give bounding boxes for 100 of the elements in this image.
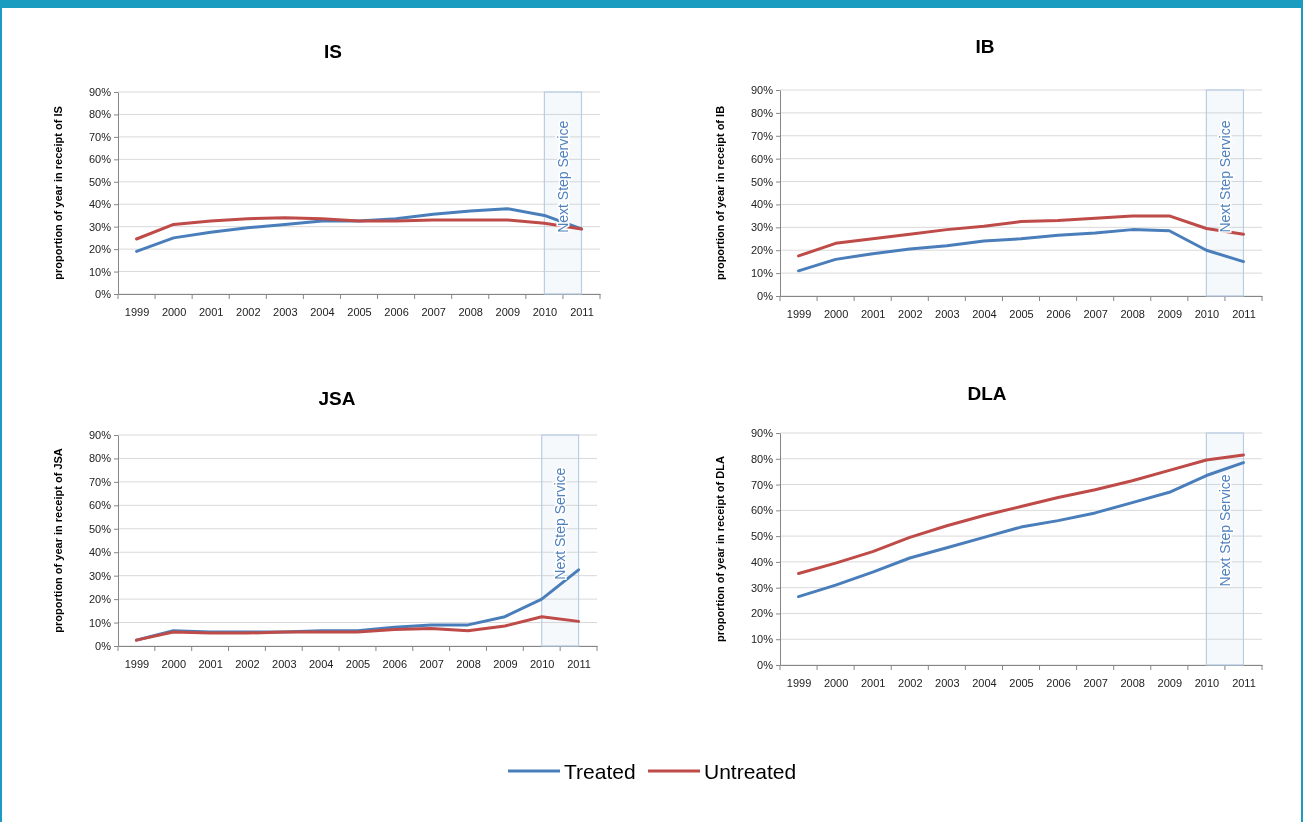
band-label: Next Step Service bbox=[1216, 120, 1233, 233]
x-tick-label: 2003 bbox=[273, 305, 298, 318]
x-tick-label: 2011 bbox=[567, 657, 591, 670]
chart-title: IS bbox=[324, 41, 342, 62]
y-tick-label: 40% bbox=[750, 555, 774, 568]
y-tick-label: 90% bbox=[750, 84, 774, 97]
x-tick-label: 2007 bbox=[421, 305, 446, 318]
x-tick-label: 2006 bbox=[1046, 307, 1071, 320]
x-tick-label: 2005 bbox=[345, 657, 371, 670]
y-tick-label: 90% bbox=[88, 429, 112, 442]
x-tick-label: 2008 bbox=[458, 305, 483, 318]
y-tick-label: 50% bbox=[88, 522, 112, 535]
x-tick-label: 2001 bbox=[198, 657, 223, 670]
y-tick-label: 60% bbox=[750, 152, 774, 165]
x-tick-label: 2006 bbox=[384, 305, 409, 318]
y-tick-label: 20% bbox=[88, 243, 112, 256]
y-axis-title: proportion of year in receipt of JSA bbox=[52, 448, 64, 633]
y-tick-label: 50% bbox=[750, 175, 774, 188]
x-tick-label: 2001 bbox=[198, 305, 224, 318]
y-tick-label: 90% bbox=[750, 427, 774, 440]
y-tick-label: 40% bbox=[88, 198, 112, 211]
chart-title: IB bbox=[975, 36, 995, 57]
x-tick-label: 2001 bbox=[860, 307, 886, 320]
x-tick-label: 2000 bbox=[823, 676, 849, 689]
y-tick-label: 30% bbox=[750, 581, 774, 594]
x-tick-label: 2002 bbox=[236, 305, 261, 318]
x-tick-label: 2011 bbox=[1232, 307, 1256, 320]
x-tick-label: 2005 bbox=[1009, 307, 1034, 320]
x-tick-label: 2010 bbox=[532, 305, 558, 318]
y-tick-label: 20% bbox=[750, 607, 774, 620]
chart-title: JSA bbox=[318, 388, 356, 409]
x-tick-label: 2004 bbox=[972, 307, 997, 320]
band-label: Next Step Service bbox=[1216, 474, 1233, 587]
y-tick-label: 40% bbox=[88, 546, 112, 559]
x-tick-label: 1999 bbox=[786, 676, 812, 689]
x-tick-label: 2000 bbox=[161, 657, 187, 670]
legend-label: Treated bbox=[564, 760, 636, 783]
y-tick-label: 70% bbox=[750, 129, 774, 142]
legend-label: Untreated bbox=[704, 760, 797, 783]
band-label: Next Step Service bbox=[554, 120, 571, 233]
x-tick-label: 1999 bbox=[124, 657, 150, 670]
y-axis-title: proportion of year in receipt of IB bbox=[714, 105, 726, 281]
y-tick-label: 20% bbox=[750, 244, 774, 257]
y-axis-title: proportion of year in receipt of IS bbox=[52, 106, 64, 280]
y-tick-label: 80% bbox=[750, 452, 774, 465]
x-tick-label: 2004 bbox=[308, 657, 334, 670]
x-tick-label: 2002 bbox=[898, 676, 923, 689]
x-tick-label: 2009 bbox=[1157, 676, 1183, 689]
y-tick-label: 10% bbox=[750, 267, 774, 280]
y-tick-label: 0% bbox=[95, 288, 112, 301]
y-tick-label: 0% bbox=[757, 659, 774, 672]
x-tick-label: 2001 bbox=[860, 676, 886, 689]
y-tick-label: 70% bbox=[750, 478, 774, 491]
x-tick-label: 2006 bbox=[382, 657, 408, 670]
y-tick-label: 80% bbox=[750, 106, 774, 119]
line-series bbox=[797, 461, 1245, 599]
x-tick-label: 2006 bbox=[1046, 676, 1071, 689]
x-tick-label: 1999 bbox=[786, 307, 812, 320]
x-tick-label: 2003 bbox=[935, 307, 960, 320]
x-tick-label: 2010 bbox=[529, 657, 555, 670]
x-tick-label: 2003 bbox=[935, 676, 960, 689]
y-tick-label: 60% bbox=[750, 504, 774, 517]
x-tick-label: 2004 bbox=[972, 676, 997, 689]
x-tick-label: 2008 bbox=[1120, 676, 1145, 689]
y-axis-title: proportion of year in receipt of DLA bbox=[714, 456, 726, 642]
x-tick-label: 2008 bbox=[456, 657, 481, 670]
x-tick-label: 2007 bbox=[1083, 307, 1108, 320]
y-tick-label: 70% bbox=[88, 475, 112, 488]
x-tick-label: 2010 bbox=[1194, 307, 1220, 320]
y-tick-label: 20% bbox=[88, 593, 112, 606]
y-tick-label: 30% bbox=[750, 221, 774, 234]
y-tick-label: 10% bbox=[88, 265, 112, 278]
y-tick-label: 60% bbox=[88, 153, 112, 166]
x-tick-label: 2005 bbox=[347, 305, 372, 318]
x-tick-label: 2003 bbox=[272, 657, 297, 670]
y-tick-label: 30% bbox=[88, 569, 112, 582]
y-tick-label: 10% bbox=[750, 633, 774, 646]
x-tick-label: 2000 bbox=[161, 305, 187, 318]
y-tick-label: 30% bbox=[88, 220, 112, 233]
y-tick-label: 80% bbox=[88, 108, 112, 121]
x-tick-label: 2008 bbox=[1120, 307, 1145, 320]
y-tick-label: 60% bbox=[88, 499, 112, 512]
y-tick-label: 80% bbox=[88, 452, 112, 465]
x-tick-label: 2007 bbox=[1083, 676, 1108, 689]
x-tick-label: 1999 bbox=[124, 305, 150, 318]
x-tick-label: 2011 bbox=[570, 305, 594, 318]
y-tick-label: 0% bbox=[757, 290, 774, 303]
y-tick-label: 40% bbox=[750, 198, 774, 211]
line-series bbox=[134, 615, 581, 642]
x-tick-label: 2010 bbox=[1194, 676, 1220, 689]
y-tick-label: 10% bbox=[88, 616, 112, 629]
x-tick-label: 2005 bbox=[1009, 676, 1034, 689]
x-tick-label: 2009 bbox=[495, 305, 521, 318]
x-tick-label: 2002 bbox=[235, 657, 260, 670]
x-tick-label: 2011 bbox=[1232, 676, 1256, 689]
y-tick-label: 0% bbox=[95, 640, 112, 653]
y-tick-label: 90% bbox=[88, 86, 112, 99]
x-tick-label: 2004 bbox=[310, 305, 335, 318]
y-tick-label: 70% bbox=[88, 130, 112, 143]
y-tick-label: 50% bbox=[88, 175, 112, 188]
